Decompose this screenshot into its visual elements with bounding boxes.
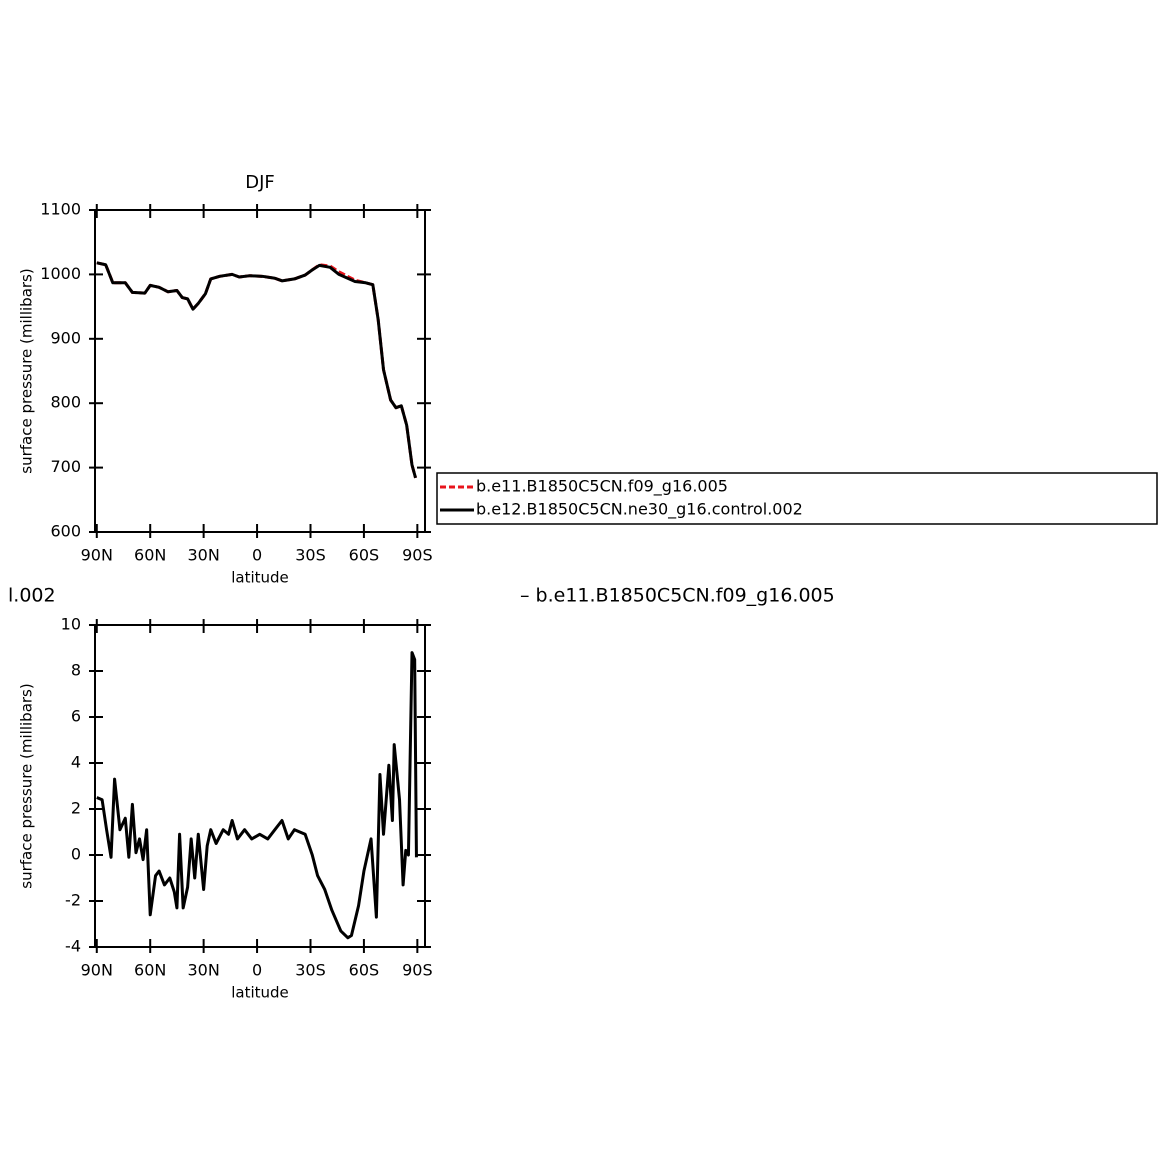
x-tick-label: 90N [81,961,113,980]
y-tick-label: 2 [71,799,81,818]
y-tick-label: 900 [50,328,81,347]
y-tick-label: 10 [61,615,81,634]
x-axis-label: latitude [231,569,289,587]
y-tick-label: 700 [50,457,81,476]
y-tick-label: 8 [71,661,81,680]
plot-frame [94,209,426,533]
x-tick-label: 30S [295,546,326,565]
x-tick-label: 60N [134,961,166,980]
y-tick-label: 1100 [40,200,81,219]
right-string: – b.e11.B1850C5CN.f09_g16.005 [520,585,835,607]
y-axis-label: surface pressure (millibars) [18,683,36,888]
y-tick-label: -4 [65,937,81,956]
y-tick-label: 4 [71,753,81,772]
x-tick-label: 60N [134,546,166,565]
x-tick-label: 60S [349,961,380,980]
x-tick-label: 30N [187,546,219,565]
y-tick-label: 800 [50,393,81,412]
x-tick-label: 30N [187,961,219,980]
x-tick-label: 60S [349,546,380,565]
y-tick-label: -2 [65,891,81,910]
chart-title: DJF [245,172,275,193]
x-axis-label: latitude [231,984,289,1002]
x-tick-label: 0 [252,961,262,980]
data-line [96,261,418,479]
y-tick-label: 0 [71,845,81,864]
data-line [96,261,418,479]
y-tick-label: 1000 [40,264,81,283]
plot-frame [94,624,426,948]
left-string: l.002 [8,585,56,607]
x-tick-label: 90S [402,961,433,980]
y-axis-label: surface pressure (millibars) [18,268,36,473]
x-tick-label: 0 [252,546,262,565]
y-tick-label: 6 [71,707,81,726]
legend-box [436,472,1158,525]
legend-label: b.e12.B1850C5CN.ne30_g16.control.002 [476,500,803,520]
x-tick-label: 30S [295,961,326,980]
x-tick-label: 90S [402,546,433,565]
legend-label: b.e11.B1850C5CN.f09_g16.005 [476,477,728,497]
x-tick-label: 90N [81,546,113,565]
data-line [96,651,418,940]
y-tick-label: 600 [50,522,81,541]
